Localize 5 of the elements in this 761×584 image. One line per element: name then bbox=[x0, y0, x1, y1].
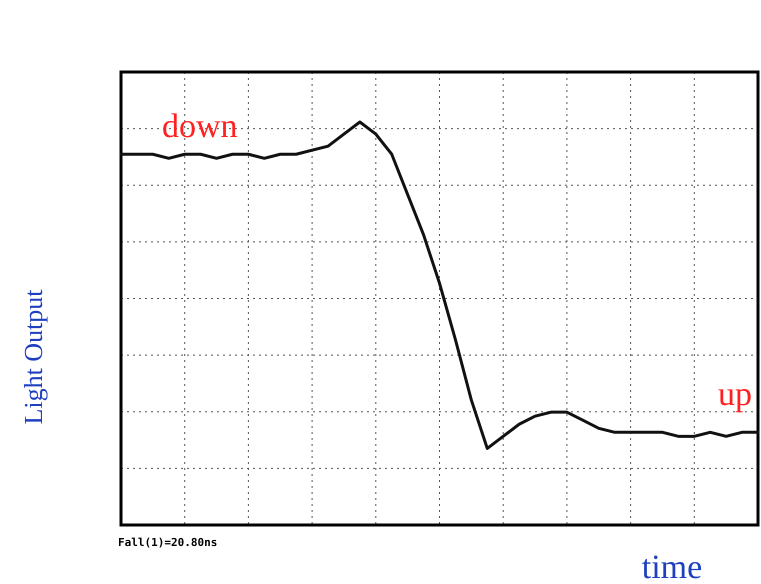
annotation: down bbox=[162, 108, 238, 145]
annotation: up bbox=[718, 376, 752, 413]
text: Fall(1)=20.80ns bbox=[118, 536, 218, 549]
y-axis-title: Light Output bbox=[19, 288, 48, 425]
x-axis-title: time bbox=[642, 549, 702, 584]
